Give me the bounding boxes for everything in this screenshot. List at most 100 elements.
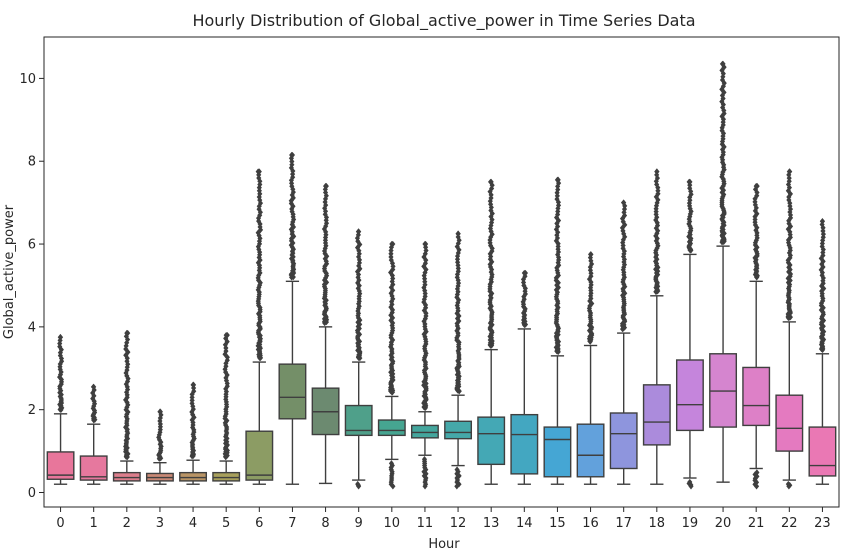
outlier-point xyxy=(787,208,793,216)
outlier-point xyxy=(555,202,562,209)
outlier-point xyxy=(786,171,792,179)
outlier-point xyxy=(622,221,628,229)
y-axis: 0 2 4 6 8 10 xyxy=(19,72,44,501)
outlier-point xyxy=(587,284,594,291)
outlier-point xyxy=(720,95,726,102)
outlier-point xyxy=(588,329,594,336)
outlier-point xyxy=(256,193,262,201)
y-axis-label: Global_active_power xyxy=(2,204,17,339)
outlier-point xyxy=(58,334,64,341)
outlier-point xyxy=(587,263,593,271)
outlier-point xyxy=(554,264,560,272)
box-hour-6 xyxy=(245,168,274,485)
outlier-point xyxy=(555,284,561,291)
outlier-point xyxy=(91,383,97,391)
outlier-point xyxy=(819,240,825,247)
outlier-point xyxy=(555,211,561,218)
outlier-point xyxy=(555,259,561,266)
outlier-point xyxy=(721,89,727,96)
outlier-point xyxy=(785,187,791,194)
outlier-point xyxy=(820,237,826,244)
outlier-point xyxy=(621,261,628,268)
box-hour-15 xyxy=(543,176,572,485)
outlier-point xyxy=(720,73,726,80)
outlier-point xyxy=(323,220,330,227)
outlier-point xyxy=(323,201,329,209)
outlier-point xyxy=(754,483,760,490)
outlier-point xyxy=(621,199,627,206)
outlier-point xyxy=(488,222,494,229)
outlier-point xyxy=(290,223,297,231)
outlier-point xyxy=(820,249,826,256)
x-tick-label-3: 3 xyxy=(156,516,164,531)
outlier-point xyxy=(820,274,826,282)
outlier-point xyxy=(787,281,793,288)
outlier-point xyxy=(820,234,826,241)
outlier-point xyxy=(454,243,460,250)
x-tick-label-13: 13 xyxy=(483,516,500,531)
outlier-point xyxy=(587,254,593,261)
x-tick-label-5: 5 xyxy=(222,516,230,531)
outlier-point xyxy=(819,319,825,326)
outlier-point xyxy=(620,239,626,246)
outlier-point xyxy=(554,288,561,296)
outlier-point xyxy=(588,270,594,277)
outlier-point xyxy=(785,181,792,188)
outlier-point xyxy=(653,260,660,267)
outlier-point xyxy=(322,255,328,262)
outlier-point xyxy=(785,225,791,233)
y-tick-label-10: 10 xyxy=(19,72,36,87)
box-hour-7 xyxy=(278,151,307,485)
chart-title: Hourly Distribution of Global_active_pow… xyxy=(192,11,695,31)
outlier-point xyxy=(421,296,427,303)
x-tick-label-9: 9 xyxy=(355,516,363,531)
outlier-point xyxy=(654,219,660,226)
outlier-point xyxy=(720,118,726,126)
outlier-point xyxy=(390,370,396,378)
outlier-point xyxy=(555,229,561,236)
outlier-point xyxy=(256,187,262,194)
outlier-point xyxy=(753,256,759,263)
outlier-point xyxy=(454,483,460,490)
outlier-point xyxy=(787,190,793,198)
outlier-point xyxy=(621,256,627,263)
outlier-point xyxy=(58,376,64,383)
outlier-point xyxy=(555,304,561,311)
outlier-point xyxy=(720,132,726,140)
outlier-point xyxy=(290,170,296,178)
outlier-point xyxy=(455,240,461,247)
outlier-point xyxy=(90,395,96,402)
outlier-point xyxy=(653,224,659,232)
plot-area xyxy=(46,60,837,490)
outlier-point xyxy=(487,281,493,288)
outlier-point xyxy=(556,254,562,261)
box-body xyxy=(278,363,307,420)
outlier-point xyxy=(653,273,659,280)
outlier-point xyxy=(554,176,560,184)
box-body xyxy=(112,471,141,482)
outlier-point xyxy=(522,288,528,295)
outlier-point xyxy=(223,331,229,339)
y-tick-label-6: 6 xyxy=(28,238,36,253)
outlier-point xyxy=(422,483,428,490)
outlier-point xyxy=(522,305,528,313)
outlier-point xyxy=(555,297,561,305)
box-body xyxy=(576,423,605,478)
outlier-point xyxy=(720,60,726,68)
box-body xyxy=(609,412,638,470)
outlier-point xyxy=(256,232,262,239)
outlier-point xyxy=(721,143,727,151)
outlier-point xyxy=(288,177,294,184)
box-hour-22 xyxy=(775,168,804,490)
plot-frame xyxy=(43,36,840,508)
box-hour-0 xyxy=(46,334,75,485)
outlier-point xyxy=(422,290,428,297)
outlier-point xyxy=(754,224,760,231)
outlier-point xyxy=(289,151,295,159)
outlier-point xyxy=(622,233,628,241)
outlier-point xyxy=(255,214,262,222)
outlier-point xyxy=(754,244,760,251)
outlier-point xyxy=(820,258,826,265)
outlier-point xyxy=(621,258,627,266)
outlier-point xyxy=(721,166,727,173)
